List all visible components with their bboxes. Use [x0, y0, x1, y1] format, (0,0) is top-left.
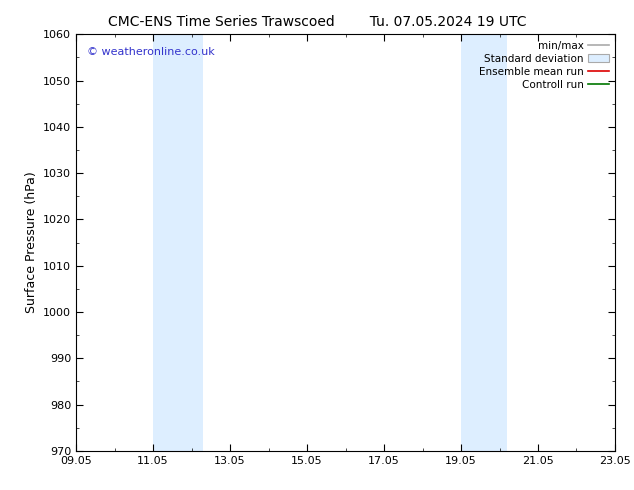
Bar — [153, 34, 203, 451]
Legend: min/max, Standard deviation, Ensemble mean run, Controll run: min/max, Standard deviation, Ensemble me… — [475, 36, 613, 94]
Bar — [461, 34, 507, 451]
Text: CMC-ENS Time Series Trawscoed        Tu. 07.05.2024 19 UTC: CMC-ENS Time Series Trawscoed Tu. 07.05.… — [108, 15, 526, 29]
Y-axis label: Surface Pressure (hPa): Surface Pressure (hPa) — [25, 172, 37, 314]
Text: © weatheronline.co.uk: © weatheronline.co.uk — [87, 47, 214, 57]
